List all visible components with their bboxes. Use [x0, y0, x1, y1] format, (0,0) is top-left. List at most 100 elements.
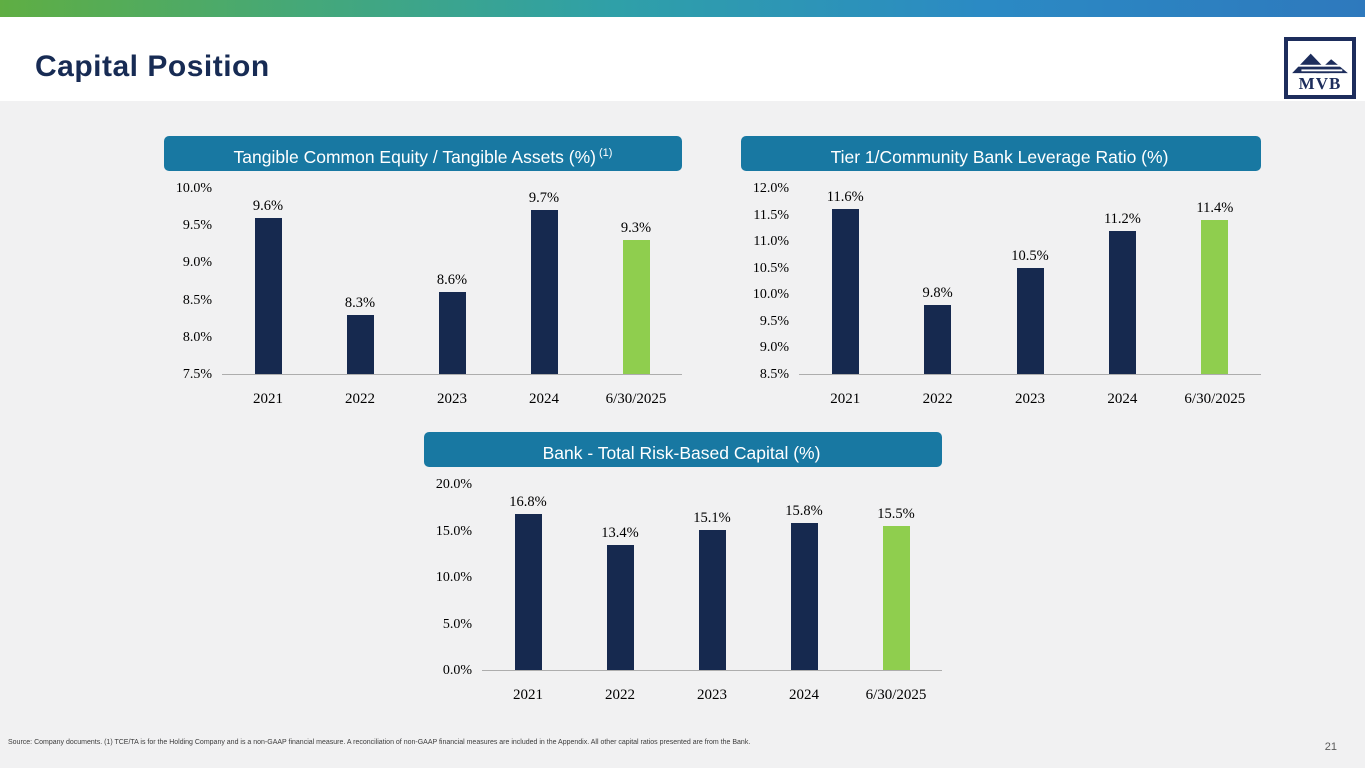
- y-axis: 20.0% 15.0% 10.0% 5.0% 0.0%: [424, 478, 482, 678]
- y-axis-tick: 9.5%: [182, 218, 212, 234]
- y-axis-tick: 9.5%: [759, 313, 789, 329]
- y-axis-tick: 11.0%: [753, 234, 789, 250]
- bar-slot: 9.8%: [891, 285, 983, 374]
- bar-slot: 15.1%: [666, 510, 758, 670]
- y-axis-tick: 7.5%: [182, 366, 212, 382]
- y-axis-tick: 9.0%: [759, 340, 789, 356]
- bar-slot: 13.4%: [574, 525, 666, 670]
- x-axis-labels: 2021 2022 2023 2024 6/30/2025: [482, 678, 942, 704]
- bar-2023: [1016, 267, 1044, 374]
- x-axis-labels: 2021 2022 2023 2024 6/30/2025: [799, 382, 1261, 408]
- bar-2024: [1108, 230, 1136, 374]
- footer-source-note: Source: Company documents. (1) TCE/TA is…: [8, 739, 751, 746]
- bar-value-label: 15.5%: [877, 505, 915, 522]
- bar-slot: 15.8%: [758, 503, 850, 670]
- plot-area: 16.8% 13.4% 15.1% 15.8% 15.5%: [482, 485, 942, 671]
- x-axis-label: 2022: [922, 391, 953, 407]
- y-axis-tick: 11.5%: [753, 207, 789, 223]
- bar-slot: 15.5%: [850, 506, 942, 670]
- chart-title: Bank - Total Risk-Based Capital (%): [424, 432, 942, 467]
- x-axis-label: 6/30/2025: [865, 687, 927, 703]
- x-axis-label: 2024: [1107, 391, 1138, 407]
- chart-title-superscript: (1): [599, 147, 613, 159]
- bar-2023: [438, 292, 466, 374]
- y-axis-tick: 10.0%: [175, 181, 212, 196]
- bar-value-label: 11.6%: [826, 189, 864, 206]
- y-axis-tick: 20.0%: [435, 477, 472, 492]
- bar-slot: 11.6%: [799, 189, 891, 374]
- bar-2024: [530, 210, 558, 374]
- chart-tce-tangible-assets: Tangible Common Equity / Tangible Assets…: [164, 136, 682, 408]
- chart-title: Tangible Common Equity / Tangible Assets…: [164, 136, 682, 171]
- chart-area: 20.0% 15.0% 10.0% 5.0% 0.0% 16.8% 13.4% 15.1% 1…: [424, 478, 942, 678]
- bar-slot: 11.2%: [1076, 210, 1168, 374]
- y-axis-tick: 9.0%: [182, 255, 212, 271]
- x-axis-label: 2021: [513, 687, 543, 703]
- x-axis-labels: 2021 2022 2023 2024 6/30/2025: [222, 382, 682, 408]
- y-axis-tick: 5.0%: [442, 616, 472, 632]
- bar-slot: 8.3%: [314, 294, 406, 374]
- chart-area: 10.0% 9.5% 9.0% 8.5% 8.0% 7.5% 9.6% 8.3% 8.6% 9.…: [164, 182, 682, 382]
- x-axis-label: 2022: [605, 687, 635, 703]
- bar-value-label: 9.6%: [252, 197, 284, 214]
- y-axis: 12.0% 11.5% 11.0% 10.5% 10.0% 9.5% 9.0% 8.5%: [741, 182, 799, 382]
- page-number: 21: [1324, 741, 1337, 753]
- x-axis-label: 2021: [253, 391, 283, 407]
- bar-value-label: 10.5%: [1011, 247, 1049, 264]
- y-axis-tick: 8.5%: [182, 292, 212, 308]
- chart-title: Tier 1/Community Bank Leverage Ratio (%): [741, 136, 1261, 171]
- chart-tier1-leverage-ratio: Tier 1/Community Bank Leverage Ratio (%)…: [741, 136, 1261, 408]
- bar-2021: [831, 209, 859, 374]
- bar-slot: 9.3%: [590, 220, 682, 374]
- y-axis-tick: 0.0%: [442, 663, 472, 678]
- bar-6-30-2025: [882, 525, 910, 670]
- bar-value-label: 8.6%: [436, 272, 468, 289]
- y-axis-tick: 10.5%: [752, 260, 789, 276]
- bar-value-label: 11.2%: [1103, 210, 1141, 227]
- bar-slot: 11.4%: [1169, 200, 1261, 374]
- header-band: [0, 17, 1365, 101]
- x-axis-label: 2023: [437, 391, 467, 407]
- bar-value-label: 16.8%: [509, 493, 547, 510]
- bar-value-label: 15.8%: [785, 503, 823, 520]
- bar-2022: [924, 304, 952, 374]
- y-axis: 10.0% 9.5% 9.0% 8.5% 8.0% 7.5%: [164, 182, 222, 382]
- bar-2022: [346, 314, 374, 374]
- bar-slot: 9.6%: [222, 198, 314, 374]
- bar-value-label: 9.8%: [922, 284, 953, 301]
- y-axis-tick: 8.0%: [182, 329, 212, 345]
- bar-slot: 8.6%: [406, 272, 498, 374]
- bar-value-label: 11.4%: [1196, 199, 1234, 216]
- bar-value-label: 8.3%: [344, 294, 376, 311]
- y-axis-tick: 8.5%: [759, 366, 789, 382]
- y-axis-tick: 15.0%: [435, 523, 472, 539]
- x-axis-label: 2023: [697, 687, 727, 703]
- mountains-icon: [1292, 53, 1348, 74]
- chart-title-text: Bank - Total Risk-Based Capital (%): [542, 442, 821, 463]
- x-axis-label: 2022: [345, 391, 375, 407]
- bar-value-label: 9.3%: [620, 220, 652, 237]
- chart-title-text: Tangible Common Equity / Tangible Assets…: [233, 146, 597, 167]
- plot-area: 9.6% 8.3% 8.6% 9.7% 9.3%: [222, 189, 682, 375]
- bar-value-label: 15.1%: [693, 509, 731, 526]
- bar-6-30-2025: [622, 240, 650, 374]
- bar-6-30-2025: [1201, 219, 1229, 374]
- y-axis-tick: 10.0%: [752, 287, 789, 303]
- plot-area: 11.6% 9.8% 10.5% 11.2% 11.4%: [799, 189, 1261, 375]
- bar-2022: [606, 545, 634, 670]
- chart-title-text: Tier 1/Community Bank Leverage Ratio (%): [830, 146, 1169, 167]
- bar-2023: [698, 529, 726, 670]
- mvb-logo-text: MVB: [1298, 74, 1342, 93]
- y-axis-tick: 10.0%: [435, 570, 472, 585]
- chart-total-risk-based-capital: Bank - Total Risk-Based Capital (%) 20.0…: [424, 432, 942, 704]
- x-axis-label: 2021: [830, 391, 861, 407]
- bar-2024: [790, 523, 818, 670]
- bar-2021: [254, 217, 282, 374]
- bar-value-label: 13.4%: [601, 525, 639, 542]
- x-axis-label: 2023: [1015, 391, 1046, 407]
- bar-value-label: 9.7%: [528, 190, 560, 207]
- top-gradient-bar: [0, 0, 1365, 17]
- x-axis-label: 6/30/2025: [1184, 391, 1246, 407]
- y-axis-tick: 12.0%: [752, 181, 789, 196]
- x-axis-label: 2024: [529, 391, 559, 407]
